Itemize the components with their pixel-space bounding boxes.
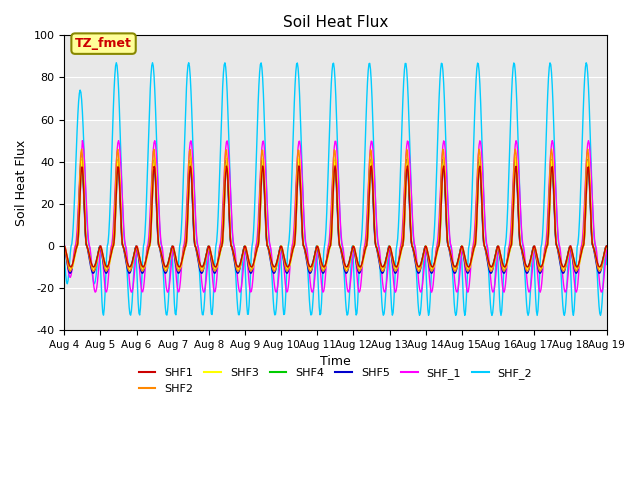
SHF_1 [70,249,78,254]
SHF5 [210,269,218,275]
SHF_1 [401,167,409,172]
Line: SHF1: SHF1 [64,166,607,267]
SHF2 [401,169,409,175]
SHF_2 [113,60,120,66]
SHF4 [181,245,189,251]
SHF4 [126,264,134,270]
SHF3 [60,243,68,249]
SHF_2 [418,292,426,298]
SHF_2 [603,262,611,267]
SHF_2 [182,104,189,109]
SHF1 [524,264,531,270]
SHF4 [402,180,410,186]
SHF5 [401,177,409,183]
SHF_2 [70,206,78,212]
SHF_2 [211,269,218,275]
SHF1 [603,243,611,249]
SHF1 [210,261,218,267]
Line: SHF2: SHF2 [64,149,607,271]
SHF4 [60,243,68,249]
SHF_2 [402,60,410,66]
SHF_1 [126,283,134,288]
SHF2 [210,267,218,273]
SHF5 [60,244,68,250]
SHF5 [428,270,435,276]
SHF1 [402,180,410,186]
SHF_1 [60,246,68,252]
SHF3 [198,266,206,272]
SHF4 [367,161,375,167]
SHF_1 [181,234,189,240]
SHF5 [603,244,611,250]
SHF2 [603,243,611,249]
SHF1 [126,264,134,270]
SHF4 [210,261,218,267]
SHF2 [451,268,459,274]
SHF3 [418,261,426,266]
SHF1 [181,245,189,251]
Y-axis label: Soil Heat Flux: Soil Heat Flux [15,140,28,226]
SHF2 [70,253,78,259]
SHF4 [70,256,78,262]
SHF3 [181,246,189,252]
Line: SHF4: SHF4 [64,164,607,267]
SHF2 [417,264,425,269]
SHF2 [60,243,68,249]
SHF2 [181,242,189,248]
SHF_1 [584,138,592,144]
Line: SHF5: SHF5 [64,159,607,273]
Line: SHF_1: SHF_1 [64,141,607,292]
SHF_1 [417,289,425,295]
Line: SHF_2: SHF_2 [64,63,607,315]
SHF_2 [127,312,134,318]
SHF1 [60,243,68,249]
SHF5 [70,254,78,260]
SHF5 [126,270,134,276]
SHF5 [511,156,519,162]
Legend: SHF1, SHF2, SHF3, SHF4, SHF5, SHF_1, SHF_2: SHF1, SHF2, SHF3, SHF4, SHF5, SHF_1, SHF… [134,364,537,398]
SHF3 [126,266,134,272]
SHF_1 [210,286,218,291]
SHF_2 [524,312,532,318]
SHF3 [603,243,611,249]
Line: SHF3: SHF3 [64,157,607,269]
SHF2 [126,268,134,274]
Title: Soil Heat Flux: Soil Heat Flux [283,15,388,30]
SHF_1 [603,247,611,253]
SHF2 [548,146,556,152]
SHF1 [70,255,78,261]
SHF3 [211,264,218,270]
SHF1 [332,163,339,169]
SHF4 [603,243,611,249]
SHF4 [418,257,426,263]
SHF3 [70,258,78,264]
SHF_1 [428,289,435,295]
SHF1 [418,258,426,264]
Text: TZ_fmet: TZ_fmet [75,37,132,50]
SHF_2 [60,253,68,259]
X-axis label: Time: Time [320,355,351,369]
SHF3 [402,180,410,186]
SHF3 [548,155,556,160]
SHF5 [417,264,425,270]
SHF5 [181,243,189,249]
SHF4 [429,264,436,270]
